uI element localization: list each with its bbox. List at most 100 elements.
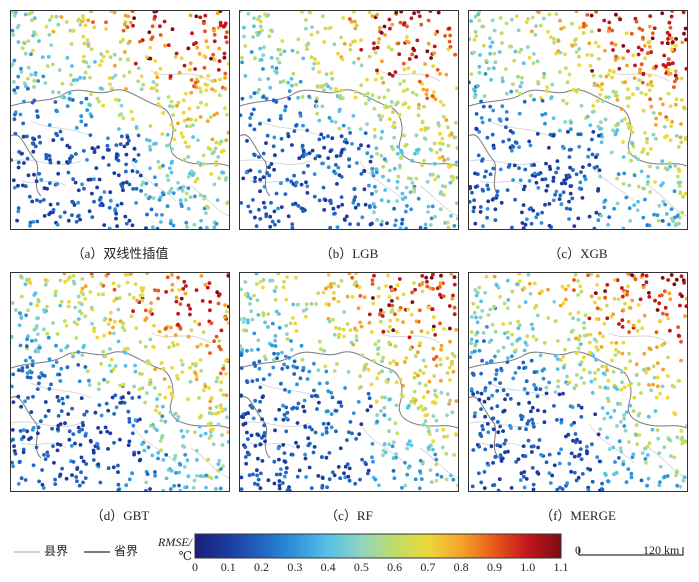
station-point: [36, 79, 41, 83]
station-point: [258, 169, 262, 174]
station-point: [516, 319, 520, 324]
station-point: [144, 488, 148, 491]
station-point: [477, 130, 482, 134]
station-point: [290, 226, 295, 229]
station-point: [593, 300, 597, 305]
station-point: [285, 365, 290, 370]
station-point: [279, 136, 284, 141]
station-point: [651, 132, 656, 137]
station-point: [186, 155, 191, 159]
station-point: [145, 273, 149, 275]
station-point: [338, 446, 343, 451]
station-point: [554, 51, 558, 56]
station-point: [609, 340, 614, 345]
station-point: [282, 459, 287, 463]
station-point: [176, 181, 181, 185]
station-point: [51, 62, 55, 67]
station-point: [674, 76, 679, 81]
station-point: [396, 151, 400, 156]
station-point: [433, 333, 438, 337]
station-point: [625, 289, 630, 294]
station-point: [296, 302, 300, 307]
station-point: [360, 215, 365, 220]
station-point: [572, 278, 576, 282]
station-point: [346, 370, 351, 374]
station-point: [105, 380, 110, 384]
station-point: [124, 169, 128, 174]
station-point: [107, 363, 112, 368]
station-point: [53, 100, 58, 104]
station-point: [12, 185, 17, 190]
station-point: [412, 189, 417, 194]
station-point: [15, 25, 20, 30]
county-boundary: [11, 421, 82, 427]
colorbar-tick-label: 0.5: [353, 560, 369, 574]
map-panel-d: [10, 272, 230, 492]
station-point: [590, 110, 595, 114]
station-point: [440, 184, 445, 189]
station-point: [531, 482, 536, 487]
station-point: [445, 356, 450, 361]
station-point: [485, 361, 489, 365]
station-point: [499, 200, 504, 205]
station-point: [65, 344, 70, 349]
station-point: [219, 380, 224, 385]
station-point: [619, 107, 624, 111]
station-point: [60, 466, 64, 471]
station-point: [563, 120, 568, 124]
station-point: [51, 321, 55, 325]
station-point: [27, 280, 31, 284]
station-point: [91, 20, 95, 24]
station-point: [536, 445, 540, 450]
station-point: [577, 54, 581, 59]
station-point: [115, 224, 119, 229]
map-panel-a: [10, 10, 230, 230]
station-point: [435, 67, 440, 72]
station-point: [324, 72, 329, 77]
station-point: [370, 166, 375, 171]
station-point: [71, 354, 75, 359]
station-point: [407, 439, 412, 444]
station-point: [29, 301, 33, 306]
station-point: [140, 386, 145, 390]
station-point: [23, 184, 28, 189]
station-point: [327, 451, 332, 455]
station-point: [658, 391, 662, 396]
station-point: [327, 319, 332, 324]
station-point: [278, 113, 283, 118]
station-point: [207, 411, 212, 415]
station-point: [295, 50, 300, 55]
station-point: [395, 283, 400, 288]
station-point: [148, 166, 152, 171]
station-point: [538, 387, 543, 392]
station-point: [579, 170, 583, 175]
station-point: [411, 90, 415, 95]
station-point: [345, 140, 349, 145]
station-point: [368, 404, 373, 409]
county-boundary: [20, 180, 67, 187]
station-point: [446, 157, 450, 162]
station-point: [70, 473, 74, 477]
province-boundary: [469, 396, 500, 459]
station-point: [600, 481, 604, 486]
station-point: [324, 286, 328, 291]
station-point: [185, 225, 189, 229]
station-point: [187, 106, 192, 111]
colorbar-tick-label: 0.7: [420, 560, 436, 574]
county-boundary: [648, 185, 687, 217]
station-point: [469, 80, 471, 85]
station-point: [606, 223, 610, 227]
station-point: [173, 453, 178, 458]
station-point: [205, 225, 209, 229]
station-point: [411, 46, 416, 51]
station-point: [640, 48, 644, 52]
station-point: [251, 198, 255, 202]
station-point: [214, 379, 219, 384]
station-point: [204, 473, 209, 478]
station-point: [571, 328, 575, 333]
station-point: [400, 217, 405, 222]
station-point: [446, 225, 451, 229]
station-point: [202, 65, 207, 70]
station-point: [18, 459, 22, 464]
station-point: [276, 206, 280, 211]
